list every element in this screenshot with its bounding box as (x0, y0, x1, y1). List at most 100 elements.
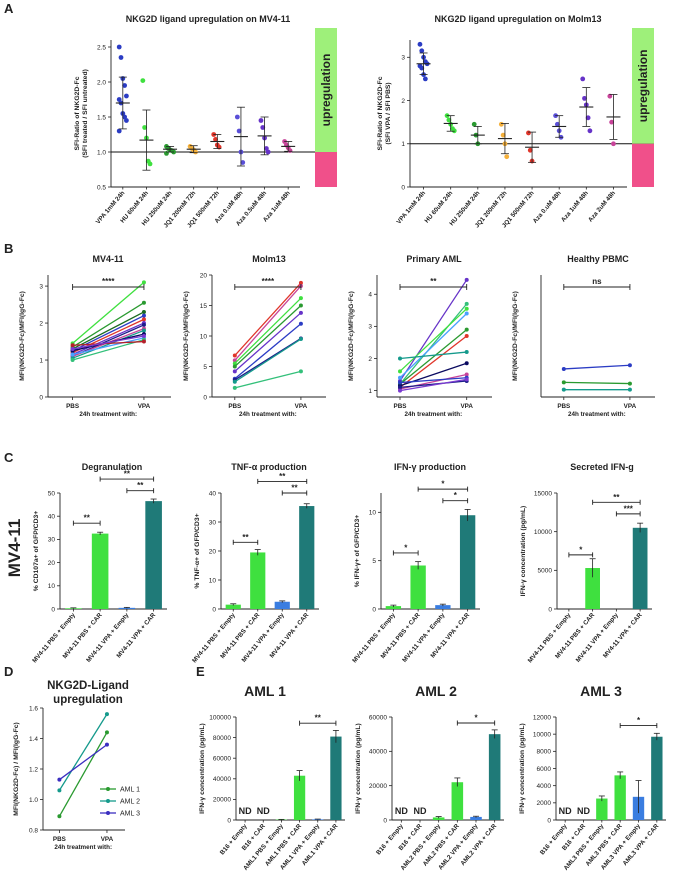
E3-bar (614, 775, 626, 820)
panel-letter-d: D (4, 664, 13, 679)
A2-point (582, 95, 587, 101)
B2-pair-line (234, 312, 302, 372)
B1-xtick-label: PBS (66, 403, 79, 410)
panel-letter-c: C (4, 450, 14, 465)
E2-bar (470, 816, 482, 820)
C3-title: IFN-γ production (394, 462, 466, 472)
E2-sig-label: * (474, 714, 478, 723)
A1-ytick-label: 2.0 (97, 79, 106, 86)
E3-bar (596, 798, 608, 820)
E1-ytick-label: 100000 (209, 714, 231, 721)
D-point-pbs (57, 788, 62, 793)
A2-point (498, 121, 504, 127)
B2-pair-line (234, 337, 302, 381)
B3-title: Primary AML (406, 254, 462, 264)
B1-point-vpa (141, 309, 146, 314)
E1-ytick-label: 40000 (213, 776, 231, 783)
B3-point-vpa (464, 377, 469, 382)
C3-sig-label: * (454, 491, 458, 500)
A2-point (504, 154, 510, 160)
C2-ytick-label: 30 (209, 519, 217, 526)
C4-xtick-label: MV4-11 VPA + Empty (575, 611, 621, 663)
B1-point-vpa (141, 328, 146, 333)
C2-bar (274, 601, 290, 609)
A2-downregulation-bar (632, 143, 654, 187)
B2-xlabel: 24h treatment with: (239, 411, 297, 418)
C1-ytick-label: 0 (51, 606, 55, 613)
A2-point (607, 93, 613, 99)
E2-ytick-label: 60000 (369, 714, 387, 721)
B2-ylabel: MFI(NKG2D-Fc)/MFI(IgG-Fc) (183, 291, 190, 381)
A1-point (116, 44, 122, 50)
A1-point (258, 118, 264, 123)
E1-title: AML 1 (244, 683, 286, 699)
E1-nd-label: ND (239, 806, 252, 816)
C4-sig-label: ** (613, 493, 620, 502)
A1-point (118, 55, 124, 60)
B3-pair-line (399, 308, 468, 372)
B1-xlabel: 24h treatment with: (79, 411, 137, 418)
D-xtick-label: VPA (101, 836, 114, 843)
C2-bar (225, 604, 241, 609)
B1-ytick-label: 1 (39, 357, 43, 364)
B1-ytick-label: 2 (39, 320, 43, 327)
E1-ytick-label: 0 (227, 817, 231, 824)
D-legend-marker (106, 787, 110, 791)
B4-point-vpa (627, 387, 632, 392)
A2-point (611, 141, 616, 147)
C2-ytick-label: 20 (209, 548, 217, 555)
B1-ytick-label: 0 (39, 394, 43, 401)
B2-point-vpa (298, 321, 303, 326)
A2-point (451, 128, 457, 134)
A2-xtick-label: Aza 1uM 48h (560, 190, 590, 224)
B3-point-pbs (398, 380, 402, 385)
A1-point (124, 93, 129, 99)
B4-pair-line (563, 381, 630, 385)
B1-point-vpa (141, 322, 146, 327)
B3-pair-line (399, 351, 467, 360)
A2-ytick-label: 2 (401, 98, 405, 105)
C1-title: Degranulation (82, 462, 143, 472)
D-legend-label: AML 2 (120, 799, 140, 806)
C2-xtick-label: MV4-11 VPA + Empty (240, 611, 286, 663)
B3-point-vpa (464, 277, 469, 282)
B2-ytick-label: 10 (200, 333, 208, 340)
B2-point-pbs (232, 379, 237, 384)
E2-nd-label: ND (414, 806, 427, 816)
B3-xlabel: 24h treatment with: (404, 411, 462, 418)
B3-point-pbs (398, 385, 402, 390)
A1-ytick-label: 1.5 (97, 114, 106, 121)
panel-letter-b: B (4, 241, 13, 256)
A2-upregulation-bar (632, 28, 654, 144)
D-title: NKG2D-Ligand upregulation (47, 680, 129, 706)
B4-xtick-label: PBS (557, 403, 570, 410)
D-point-vpa (104, 712, 109, 717)
E1-ylabel: IFN-γ concentration (pg/mL) (199, 723, 206, 814)
B3-pair-line (399, 377, 467, 384)
B1-point-vpa (141, 317, 146, 322)
D-pair-line (58, 713, 108, 791)
D-legend-label: AML 3 (120, 811, 140, 818)
B2-point-vpa (298, 369, 303, 374)
B1-point-vpa (141, 339, 146, 344)
B3-pair-line (399, 279, 468, 382)
E3-bar (651, 736, 663, 820)
C1-xtick-label: MV4-11 PBS + Empty (31, 611, 77, 664)
C3-ytick-label: 0 (372, 606, 376, 613)
B1-point-vpa (141, 280, 146, 285)
A1-point (260, 125, 266, 130)
D-point-vpa (104, 742, 109, 747)
A2-xtick-label: Aza 2uM 48h (587, 190, 617, 224)
A1-point (236, 128, 242, 134)
A2-point (419, 65, 425, 71)
C2-sig-label: ** (242, 533, 249, 542)
C3-bar (435, 605, 451, 609)
C1-ytick-label: 40 (48, 514, 56, 521)
C2-title: TNF-α production (231, 462, 307, 472)
C4-bar (585, 568, 600, 609)
B1-point-pbs (70, 346, 75, 351)
panel-letter-a: A (4, 1, 14, 16)
D-legend-label: AML 1 (120, 787, 140, 794)
B1-ytick-label: 3 (39, 283, 43, 290)
C3-sig-label: * (404, 543, 408, 552)
